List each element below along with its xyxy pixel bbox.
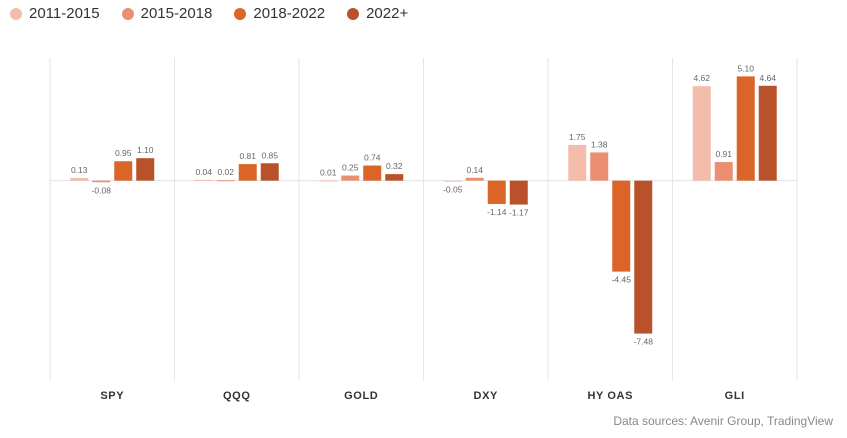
legend-swatch xyxy=(347,7,360,20)
value-label: 0.02 xyxy=(217,167,234,177)
legend-swatch xyxy=(10,7,22,20)
bar-gold-3[interactable] xyxy=(385,174,404,181)
legend: 2011-2015 2015-2018 2018-2022 2022+ xyxy=(10,5,408,22)
legend-swatch xyxy=(121,7,134,20)
legend-item-2011-2015[interactable]: 2011-2015 xyxy=(10,5,100,22)
bar-gli-3[interactable] xyxy=(758,85,777,181)
bar-dxy-0[interactable] xyxy=(443,180,462,182)
value-label: -7.48 xyxy=(634,337,654,347)
legend-item-2015-2018[interactable]: 2015-2018 xyxy=(121,5,213,22)
value-label: 0.91 xyxy=(715,149,732,159)
bar-spy-1[interactable] xyxy=(92,180,111,183)
value-label: -1.17 xyxy=(509,208,529,218)
value-label: 0.74 xyxy=(364,153,381,163)
bar-gli-0[interactable] xyxy=(692,86,711,181)
bar-hy-oas-1[interactable] xyxy=(590,152,609,181)
category-label: GOLD xyxy=(344,390,378,402)
value-label: 5.10 xyxy=(737,63,754,73)
category-label: DXY xyxy=(474,390,498,402)
bar-hy-oas-2[interactable] xyxy=(612,180,631,272)
value-label: 1.10 xyxy=(137,145,154,155)
value-label: 0.01 xyxy=(320,167,337,177)
legend-label: 2022+ xyxy=(366,5,409,22)
category-label: QQQ xyxy=(223,390,250,402)
category-label: GLI xyxy=(725,390,745,402)
category-label: HY OAS xyxy=(587,390,633,402)
bar-spy-2[interactable] xyxy=(114,161,133,181)
value-label: 0.13 xyxy=(71,165,88,175)
bar-dxy-1[interactable] xyxy=(465,177,484,181)
value-label: 0.14 xyxy=(466,165,483,175)
value-label: -4.45 xyxy=(612,275,632,285)
value-label: 0.81 xyxy=(239,151,256,161)
legend-swatch xyxy=(234,7,247,20)
legend-label: 2015-2018 xyxy=(140,5,213,22)
value-label: -1.14 xyxy=(487,207,507,217)
bar-qqq-2[interactable] xyxy=(238,164,257,181)
value-label: 0.95 xyxy=(115,148,132,158)
bar-dxy-2[interactable] xyxy=(487,180,506,204)
value-label: -0.08 xyxy=(92,185,112,195)
bar-qqq-3[interactable] xyxy=(260,163,279,181)
bar-gli-2[interactable] xyxy=(736,76,755,181)
bar-qqq-1[interactable] xyxy=(216,180,235,182)
bar-gli-1[interactable] xyxy=(714,162,733,181)
bar-dxy-3[interactable] xyxy=(509,180,528,205)
category-label: SPY xyxy=(100,390,124,402)
legend-label: 2018-2022 xyxy=(253,5,326,22)
bar-gold-2[interactable] xyxy=(363,165,382,181)
value-label: 4.62 xyxy=(693,73,710,83)
bar-gold-0[interactable] xyxy=(319,180,338,182)
bar-qqq-0[interactable] xyxy=(194,179,213,181)
legend-label: 2011-2015 xyxy=(29,5,100,22)
value-label: 0.04 xyxy=(195,167,212,177)
bar-gold-1[interactable] xyxy=(341,175,360,181)
legend-item-2022-plus[interactable]: 2022+ xyxy=(347,5,408,22)
bar-spy-3[interactable] xyxy=(136,158,155,181)
bar-hy-oas-0[interactable] xyxy=(568,144,587,181)
value-label: 0.85 xyxy=(261,150,278,160)
value-label: 0.32 xyxy=(386,161,403,171)
bar-hy-oas-3[interactable] xyxy=(634,180,653,334)
value-label: 0.25 xyxy=(342,163,359,173)
value-label: 4.64 xyxy=(759,73,776,83)
data-source-note: Data sources: Avenir Group, TradingView xyxy=(613,414,833,428)
value-label: 1.75 xyxy=(569,132,586,142)
legend-item-2018-2022[interactable]: 2018-2022 xyxy=(234,5,325,22)
bar-spy-0[interactable] xyxy=(70,178,89,181)
value-label: -0.05 xyxy=(443,185,463,195)
value-label: 1.38 xyxy=(591,139,608,149)
